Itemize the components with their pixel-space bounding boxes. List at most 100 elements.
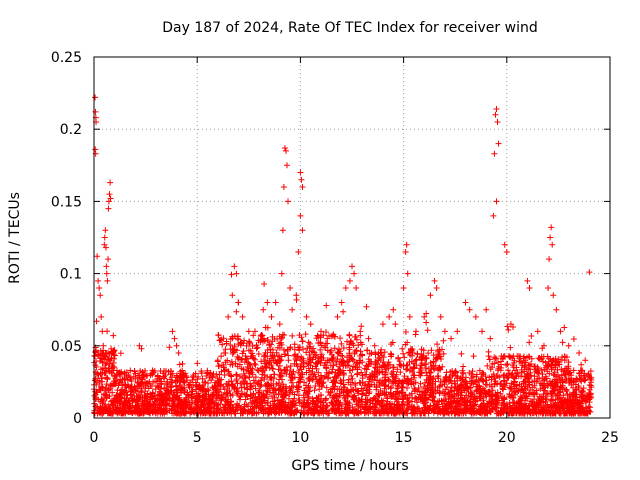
data-point bbox=[458, 374, 465, 381]
data-point bbox=[293, 292, 300, 299]
data-point bbox=[461, 395, 468, 402]
data-point bbox=[508, 385, 515, 392]
data-point bbox=[489, 364, 496, 371]
data-point bbox=[99, 385, 106, 392]
data-point bbox=[523, 390, 530, 397]
data-point bbox=[183, 373, 190, 380]
data-point bbox=[438, 346, 445, 353]
data-point bbox=[527, 366, 534, 373]
data-point bbox=[247, 383, 254, 390]
data-point bbox=[102, 227, 109, 234]
data-point bbox=[430, 352, 437, 359]
data-point bbox=[539, 375, 546, 382]
data-point bbox=[514, 388, 521, 395]
data-point bbox=[399, 345, 406, 352]
data-point bbox=[353, 285, 360, 292]
data-point bbox=[296, 344, 303, 351]
data-point bbox=[405, 405, 412, 412]
data-point bbox=[121, 370, 128, 377]
data-point bbox=[114, 398, 121, 405]
data-point bbox=[425, 379, 432, 386]
data-point bbox=[559, 378, 566, 385]
data-point bbox=[254, 366, 261, 373]
data-point bbox=[173, 372, 180, 379]
data-point bbox=[268, 393, 275, 400]
data-point bbox=[539, 358, 546, 365]
data-point bbox=[577, 391, 584, 398]
data-point bbox=[323, 402, 330, 409]
data-point bbox=[516, 355, 523, 362]
data-point bbox=[346, 358, 353, 365]
data-point bbox=[173, 342, 180, 349]
data-point bbox=[202, 409, 209, 416]
data-point bbox=[493, 393, 500, 400]
data-point bbox=[574, 399, 581, 406]
data-point bbox=[354, 410, 361, 417]
data-point bbox=[542, 387, 549, 394]
data-point bbox=[323, 407, 330, 414]
data-point bbox=[267, 349, 274, 356]
data-point bbox=[397, 369, 404, 376]
data-point bbox=[229, 350, 236, 357]
data-point bbox=[554, 396, 561, 403]
data-point bbox=[101, 370, 108, 377]
data-point bbox=[240, 406, 247, 413]
data-point bbox=[312, 363, 319, 370]
data-point bbox=[167, 376, 174, 383]
data-point bbox=[574, 410, 581, 417]
data-point bbox=[259, 398, 266, 405]
data-point bbox=[162, 402, 169, 409]
data-point bbox=[385, 376, 392, 383]
data-point bbox=[509, 324, 516, 331]
data-point bbox=[366, 389, 373, 396]
data-point bbox=[551, 372, 558, 379]
data-point bbox=[537, 380, 544, 387]
data-point bbox=[557, 328, 564, 335]
data-point bbox=[192, 395, 199, 402]
data-point bbox=[255, 393, 262, 400]
data-point bbox=[338, 403, 345, 410]
data-point bbox=[104, 375, 111, 382]
data-point bbox=[171, 407, 178, 414]
data-point bbox=[385, 359, 392, 366]
data-point bbox=[554, 366, 561, 373]
data-point bbox=[531, 396, 538, 403]
data-point bbox=[100, 342, 107, 349]
data-point bbox=[443, 374, 450, 381]
data-point bbox=[165, 368, 172, 375]
data-point bbox=[523, 393, 530, 400]
data-point bbox=[233, 377, 240, 384]
data-point bbox=[505, 367, 512, 374]
data-point bbox=[406, 397, 413, 404]
data-point bbox=[404, 270, 411, 277]
data-point bbox=[586, 399, 593, 406]
data-point bbox=[237, 342, 244, 349]
data-point bbox=[98, 375, 105, 382]
data-point bbox=[388, 370, 395, 377]
data-point bbox=[454, 328, 461, 335]
data-point bbox=[434, 405, 441, 412]
data-point bbox=[509, 399, 516, 406]
data-point bbox=[535, 365, 542, 372]
data-point bbox=[486, 388, 493, 395]
data-point bbox=[185, 382, 192, 389]
data-point bbox=[99, 359, 106, 366]
data-point bbox=[353, 347, 360, 354]
data-point bbox=[320, 379, 327, 386]
data-point bbox=[185, 392, 192, 399]
data-point bbox=[388, 341, 395, 348]
data-point bbox=[401, 354, 408, 361]
data-point bbox=[330, 353, 337, 360]
data-point bbox=[411, 372, 418, 379]
data-point bbox=[437, 382, 444, 389]
data-point bbox=[98, 410, 105, 417]
data-point bbox=[446, 377, 453, 384]
data-point bbox=[222, 407, 229, 414]
data-point bbox=[221, 350, 228, 357]
data-point bbox=[402, 341, 409, 348]
data-point bbox=[570, 336, 577, 343]
data-point bbox=[189, 373, 196, 380]
data-point bbox=[355, 388, 362, 395]
data-point bbox=[205, 405, 212, 412]
